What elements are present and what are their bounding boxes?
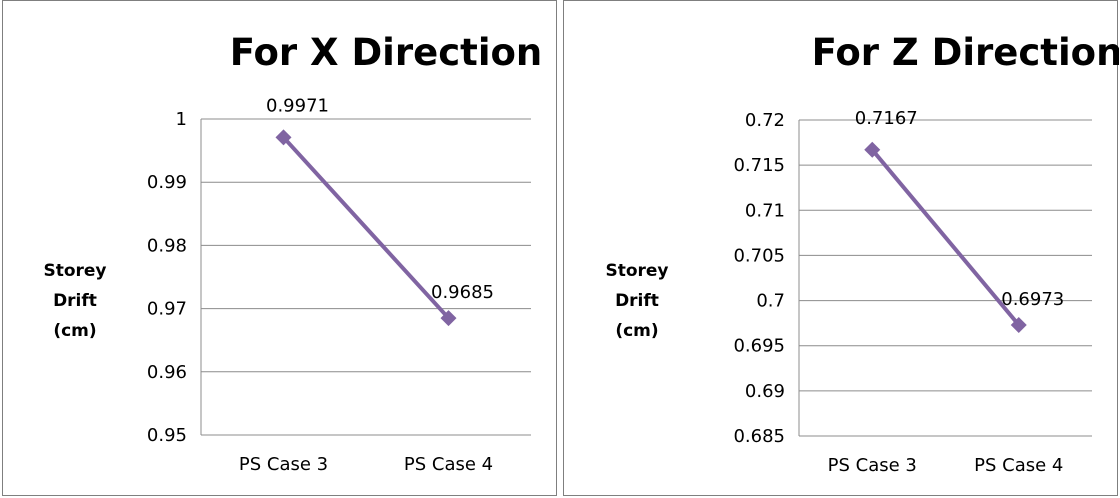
y-axis-label: Storey — [605, 261, 668, 281]
y-tick-label: 0.69 — [745, 381, 785, 402]
x-category-label: PS Case 4 — [974, 455, 1063, 476]
x-category-label: PS Case 4 — [404, 454, 493, 475]
data-label: 0.9971 — [266, 95, 329, 116]
y-tick-label: 0.72 — [745, 110, 785, 131]
chart-panel-x-direction: For X Direction 0.95 0.96 0.97 0.98 0.99 1 Stor… — [2, 0, 557, 496]
y-axis-label: Drift — [53, 291, 97, 311]
data-label: 0.7167 — [855, 108, 918, 129]
y-tick-label: 0.97 — [147, 299, 187, 320]
y-tick-label: 0.96 — [147, 362, 187, 383]
data-point-marker — [864, 141, 881, 158]
chart-z-direction: For Z Direction 0.685 0.69 0.695 0.7 0.705 0.7… — [605, 31, 1119, 476]
y-tick-label: 0.695 — [733, 336, 785, 357]
y-axis-label: (cm) — [53, 321, 96, 341]
y-tick-label: 1 — [176, 109, 187, 130]
data-point-marker — [275, 129, 292, 146]
y-tick-label: 0.7 — [756, 291, 785, 312]
data-point-marker — [1010, 316, 1027, 333]
x-category-label: PS Case 3 — [239, 454, 328, 475]
y-axis-label: Drift — [615, 291, 659, 311]
y-axis-label: (cm) — [615, 321, 658, 341]
y-tick-label: 0.99 — [147, 172, 187, 193]
chart-title: For X Direction — [230, 31, 543, 74]
y-tick-label: 0.705 — [733, 245, 785, 266]
y-tick-label: 0.71 — [745, 200, 785, 221]
series-line — [870, 148, 1021, 327]
y-tick-label: 0.685 — [733, 426, 785, 447]
series-line — [282, 135, 450, 320]
y-tick-label: 0.98 — [147, 235, 187, 256]
data-label: 0.6973 — [1001, 289, 1064, 310]
chart-panel-z-direction: For Z Direction 0.685 0.69 0.695 0.7 0.705 0.7… — [563, 0, 1119, 496]
y-axis-label: Storey — [43, 261, 106, 281]
data-point-marker — [440, 310, 457, 327]
x-category-label: PS Case 3 — [828, 455, 917, 476]
data-label: 0.9685 — [431, 282, 494, 303]
y-tick-label: 0.95 — [147, 425, 187, 446]
y-tick-label: 0.715 — [733, 155, 785, 176]
chart-x-direction: For X Direction 0.95 0.96 0.97 0.98 0.99 1 Stor… — [43, 31, 543, 475]
chart-title: For Z Direction — [812, 31, 1119, 74]
